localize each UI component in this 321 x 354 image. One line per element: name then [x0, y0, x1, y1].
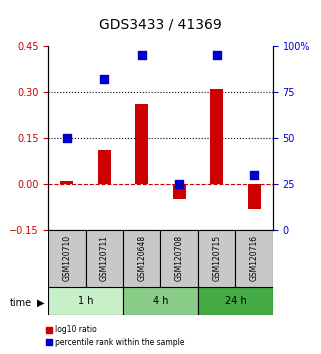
- FancyBboxPatch shape: [86, 230, 123, 287]
- Text: 24 h: 24 h: [224, 296, 246, 306]
- Bar: [210, 89, 223, 184]
- Text: GSM120711: GSM120711: [100, 235, 109, 281]
- Text: 4 h: 4 h: [153, 296, 168, 306]
- Text: GSM120648: GSM120648: [137, 235, 146, 281]
- FancyBboxPatch shape: [123, 287, 198, 315]
- FancyBboxPatch shape: [160, 230, 198, 287]
- FancyBboxPatch shape: [235, 230, 273, 287]
- FancyBboxPatch shape: [123, 230, 160, 287]
- Bar: [98, 150, 111, 184]
- Text: time: time: [10, 298, 32, 308]
- Point: [102, 76, 107, 82]
- Bar: [247, 184, 261, 209]
- Text: ▶: ▶: [37, 298, 44, 308]
- Text: GDS3433 / 41369: GDS3433 / 41369: [99, 18, 222, 32]
- FancyBboxPatch shape: [48, 287, 123, 315]
- Text: GSM120715: GSM120715: [212, 235, 221, 281]
- Point: [64, 135, 69, 141]
- Point: [214, 52, 219, 58]
- Point: [252, 172, 257, 178]
- Point: [139, 52, 144, 58]
- Bar: [60, 181, 74, 184]
- Text: GSM120708: GSM120708: [175, 235, 184, 281]
- Text: GSM120710: GSM120710: [62, 235, 71, 281]
- Bar: [135, 104, 148, 184]
- Point: [177, 181, 182, 187]
- Legend: log10 ratio, percentile rank within the sample: log10 ratio, percentile rank within the …: [42, 322, 188, 350]
- FancyBboxPatch shape: [198, 287, 273, 315]
- Text: 1 h: 1 h: [78, 296, 93, 306]
- Text: GSM120716: GSM120716: [250, 235, 259, 281]
- Bar: [173, 184, 186, 199]
- FancyBboxPatch shape: [198, 230, 235, 287]
- FancyBboxPatch shape: [48, 230, 86, 287]
